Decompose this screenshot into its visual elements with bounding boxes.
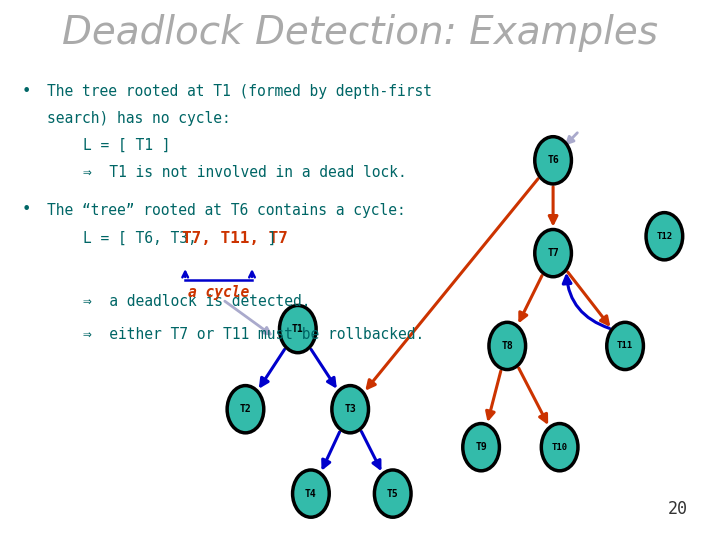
Circle shape [535,230,572,276]
Text: •: • [22,84,31,99]
Text: ⇒  T1 is not involved in a dead lock.: ⇒ T1 is not involved in a dead lock. [83,165,407,180]
Text: T3: T3 [344,404,356,414]
Text: T5: T5 [387,489,399,498]
Text: T10: T10 [552,443,567,451]
Text: T8: T8 [501,341,513,351]
FancyArrowPatch shape [311,349,335,386]
Text: The “tree” rooted at T6 contains a cycle:: The “tree” rooted at T6 contains a cycle… [47,202,405,218]
Text: ]: ] [259,231,276,246]
FancyArrowPatch shape [520,275,542,320]
Text: T7, T11, T7: T7, T11, T7 [181,231,287,246]
Circle shape [374,470,411,517]
Text: T9: T9 [475,442,487,452]
Text: L = [ T1 ]: L = [ T1 ] [83,138,171,153]
Text: T6: T6 [547,156,559,165]
FancyArrowPatch shape [261,349,284,386]
Text: T2: T2 [240,404,251,414]
Circle shape [279,306,316,353]
Text: ⇒  a deadlock is detected.: ⇒ a deadlock is detected. [83,294,310,309]
FancyArrowPatch shape [568,272,608,325]
Circle shape [535,137,572,184]
FancyArrowPatch shape [225,301,270,334]
Text: 20: 20 [667,501,688,518]
Circle shape [607,322,644,369]
FancyArrowPatch shape [563,276,610,328]
Circle shape [489,322,526,369]
FancyArrowPatch shape [323,432,340,468]
Text: T12: T12 [657,232,672,241]
Text: T11: T11 [617,341,633,350]
FancyArrowPatch shape [567,133,577,144]
Text: T7: T7 [547,248,559,258]
Circle shape [541,423,578,471]
Text: L = [ T6, T3,: L = [ T6, T3, [83,231,205,246]
Text: Deadlock Detection: Examples: Deadlock Detection: Examples [62,14,658,51]
Text: ⇒  either T7 or T11 must be rollbacked.: ⇒ either T7 or T11 must be rollbacked. [83,327,424,342]
FancyArrowPatch shape [487,371,501,419]
Text: a cycle: a cycle [188,285,249,300]
FancyArrowPatch shape [549,187,557,224]
Text: T1: T1 [292,324,304,334]
Circle shape [463,423,500,471]
Circle shape [292,470,329,517]
FancyArrowPatch shape [361,431,380,468]
FancyArrowPatch shape [367,179,538,388]
Circle shape [646,213,683,260]
Text: The tree rooted at T1 (formed by depth-first: The tree rooted at T1 (formed by depth-f… [47,84,432,99]
Text: •: • [22,202,31,218]
Circle shape [332,386,369,433]
Text: search) has no cycle:: search) has no cycle: [47,111,230,126]
FancyArrowPatch shape [518,368,546,422]
Circle shape [227,386,264,433]
Text: T4: T4 [305,489,317,498]
